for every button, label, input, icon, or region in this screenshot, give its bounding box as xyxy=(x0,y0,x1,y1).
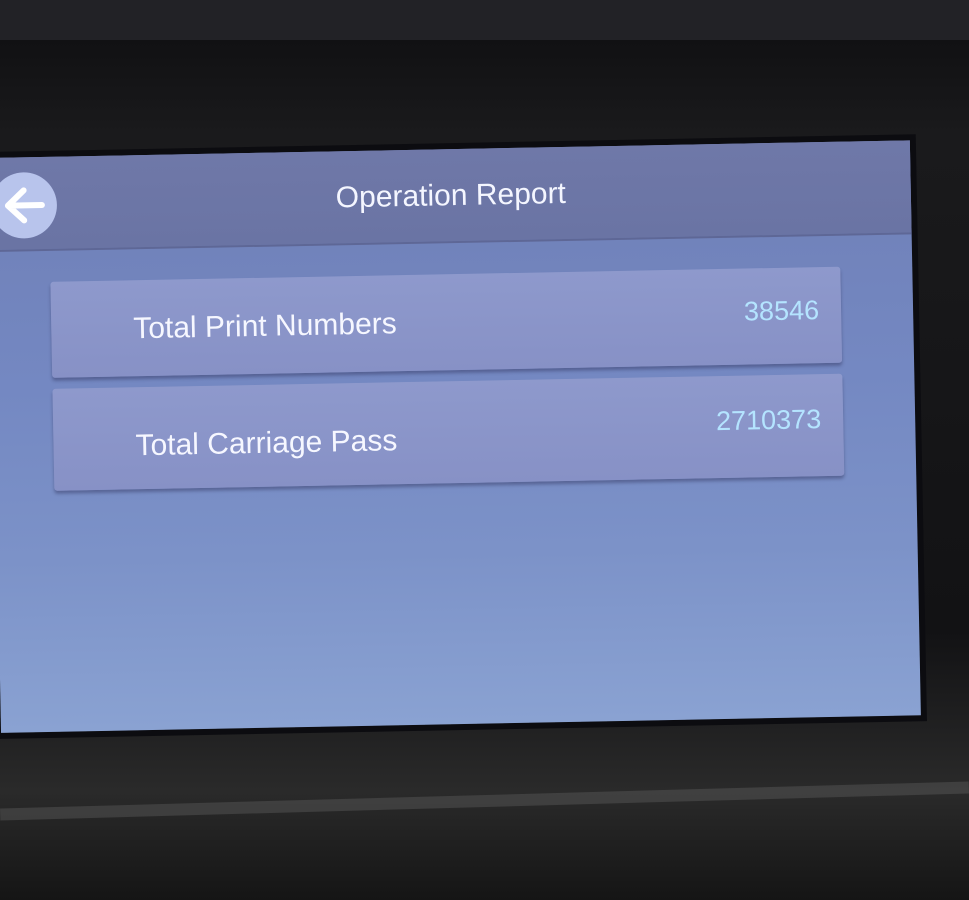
row-label: Total Print Numbers xyxy=(132,307,398,346)
page-title: Operation Report xyxy=(335,176,567,215)
row-label: Total Carriage Pass xyxy=(135,424,398,463)
device-edge xyxy=(0,781,969,821)
header-bar: Operation Report xyxy=(0,140,912,252)
row-value: 2710373 xyxy=(715,404,822,437)
back-button[interactable] xyxy=(0,171,58,239)
device-bezel xyxy=(0,0,969,40)
row-value: 38546 xyxy=(743,295,820,327)
touch-screen: Operation Report Total Print Numbers 385… xyxy=(0,140,921,733)
arrow-left-icon xyxy=(4,187,45,224)
report-row-total-carriage-pass[interactable]: Total Carriage Pass 2710373 xyxy=(52,373,845,491)
report-row-total-print-numbers[interactable]: Total Print Numbers 38546 xyxy=(50,266,843,378)
